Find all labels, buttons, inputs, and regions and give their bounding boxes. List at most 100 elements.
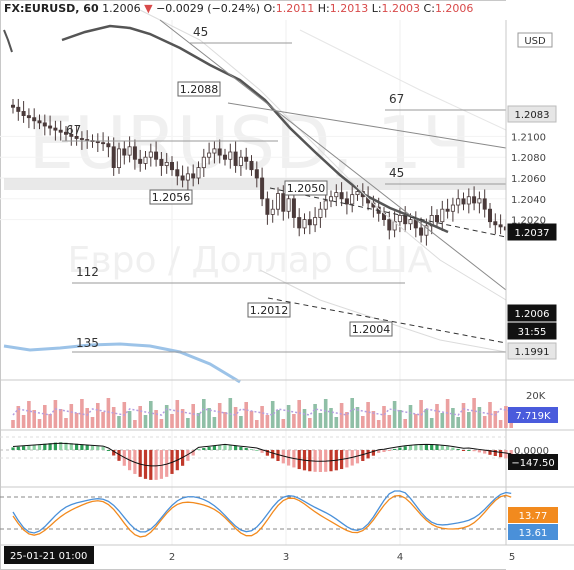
volume-axis-label: 20K [526, 391, 546, 402]
candle-body [201, 156, 206, 168]
candle-body [450, 204, 455, 212]
price-marker-label: 1.2083 [515, 110, 550, 121]
candle [138, 149, 143, 172]
volume-bar [329, 408, 333, 428]
level-label: 45 [193, 25, 208, 39]
volume-bar [43, 405, 47, 428]
volume-bar [239, 416, 243, 428]
candle-body [408, 219, 413, 225]
candle-body [244, 156, 249, 162]
candle-body [440, 208, 445, 223]
moving-average-blue-line [3, 342, 241, 384]
volume-bar [133, 420, 137, 428]
volume-bar [233, 407, 238, 428]
candle [275, 187, 280, 216]
volume-bar [207, 408, 211, 428]
volume-bar [276, 410, 280, 428]
volume-bar [244, 402, 248, 428]
macd-badge-label: −147.50 [511, 458, 554, 469]
macd-histogram-bar [149, 450, 153, 480]
volume-bar [451, 408, 455, 428]
volume-badge [508, 407, 558, 423]
envelope-lower [259, 269, 507, 353]
candle-body [169, 161, 174, 171]
candle [48, 115, 53, 136]
macd-histogram-bar [101, 446, 105, 450]
volume-bar [493, 411, 498, 428]
macd-histogram-bar [202, 448, 206, 450]
candle-body [334, 192, 339, 198]
macd-histogram-bar [387, 450, 391, 451]
candle-body [297, 217, 302, 229]
candle-body [42, 122, 47, 127]
volume-bar [302, 409, 307, 428]
watermark-symbol: EURUSD, 1Ч [28, 101, 471, 185]
candle-body [21, 111, 26, 117]
candle-body [16, 106, 21, 112]
volume-bar [456, 417, 460, 428]
symbol-legend: FX:EURUSD, 60 1.2006 ▼ −0.0029 (−0.24%) … [4, 2, 473, 15]
symbol-name[interactable]: FX:EURUSD, 60 [4, 2, 99, 15]
volume-bar [180, 409, 185, 428]
macd-histogram-bar [37, 444, 42, 450]
currency-selector[interactable]: USD [517, 32, 553, 48]
candle [387, 211, 392, 240]
candle-body [32, 117, 37, 122]
macd-histogram-bar [377, 450, 381, 453]
macd-histogram-bar [265, 450, 269, 456]
candle [318, 201, 323, 228]
macd-histogram-bar [106, 450, 110, 451]
candle-body [101, 142, 106, 145]
candle-body [461, 198, 466, 205]
candle [260, 167, 265, 207]
candle [175, 161, 180, 186]
candle [445, 198, 450, 219]
candle [212, 141, 217, 164]
candle-body [434, 215, 439, 223]
candle [21, 101, 26, 123]
volume-bar [392, 401, 397, 428]
macd-axis-label: 0.0000 [514, 446, 549, 457]
volume-bars-group [11, 398, 513, 428]
macd-histogram-bar [440, 445, 444, 450]
volume-bar [414, 414, 418, 428]
volume-bar [85, 408, 89, 428]
volume-bar [223, 412, 227, 428]
macd-histogram-bar [499, 450, 503, 458]
candle-body [487, 208, 492, 223]
candle [32, 108, 37, 130]
candle [477, 191, 482, 214]
volume-bar [217, 403, 222, 428]
macd-histogram-bar [43, 443, 47, 450]
volume-bar [186, 418, 190, 428]
candle-body [328, 196, 333, 202]
candle [196, 161, 201, 185]
candle-body [132, 146, 137, 160]
candle-body [249, 160, 254, 171]
time-tick-label: 4 [397, 552, 403, 563]
candle-body [106, 143, 111, 148]
time-tick-label: 2 [169, 552, 175, 563]
macd-histogram-bar [64, 442, 68, 450]
volume-bar [48, 414, 52, 428]
volume-bar [361, 416, 365, 428]
candle-body [111, 146, 116, 169]
candle [10, 98, 15, 114]
volume-bar [435, 404, 439, 428]
volume-bar [32, 410, 36, 428]
macd-histogram-bar [159, 450, 163, 479]
candle-body [238, 156, 243, 166]
macd-histogram-bar [398, 447, 402, 450]
macd-histogram-bar [22, 446, 26, 450]
candle [154, 141, 159, 167]
macd-badge [508, 454, 558, 470]
candle-body [466, 196, 471, 205]
macd-histogram-bar [382, 450, 386, 452]
volume-bar [403, 419, 407, 428]
candle-body [164, 161, 169, 166]
price-marker-box [507, 342, 557, 360]
macd-histogram-bar [244, 448, 248, 450]
